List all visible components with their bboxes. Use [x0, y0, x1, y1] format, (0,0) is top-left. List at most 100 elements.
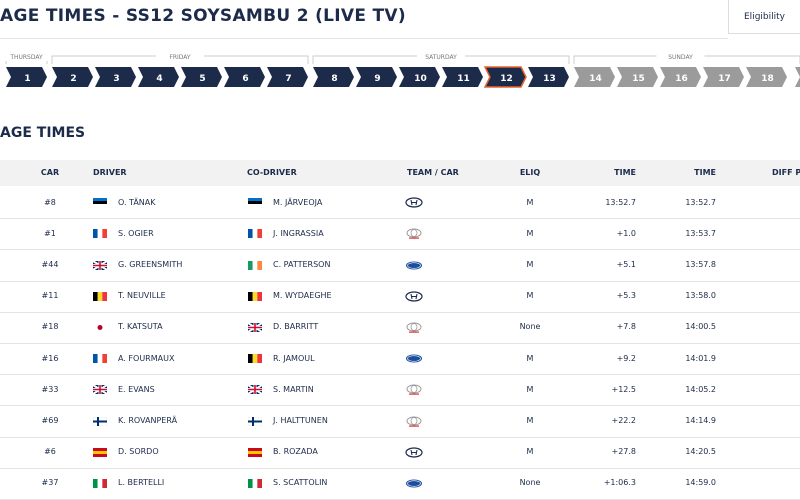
stage-time: +7.8	[616, 322, 636, 332]
stage-number[interactable]: 14	[589, 74, 602, 84]
flag-stripe	[248, 447, 262, 451]
stage-number[interactable]: 5	[199, 74, 205, 84]
day-label-bg	[156, 51, 204, 61]
flag-stripe	[252, 478, 258, 488]
co-driver-name: S. MARTIN	[273, 384, 314, 394]
flag-stripe	[248, 450, 262, 454]
stage-number[interactable]: 13	[543, 74, 556, 84]
stage-chevron	[660, 67, 701, 87]
driver-name: K. ROVANPERÄ	[118, 416, 178, 425]
stage-chevron	[617, 67, 658, 87]
eliq: None	[519, 322, 541, 332]
logo-oval	[405, 291, 423, 302]
eliq: M	[526, 260, 534, 269]
stage-number[interactable]: 7	[285, 74, 291, 84]
flag	[93, 416, 107, 426]
flag-stripe	[248, 453, 262, 457]
stage-number[interactable]: 8	[331, 74, 337, 84]
flag-stripe	[93, 229, 98, 239]
eliq: M	[526, 447, 534, 457]
eligibility-button[interactable]: Eligibility	[728, 0, 800, 34]
stage-time: +12.5	[611, 384, 636, 394]
day-label-bg	[2, 51, 51, 61]
co-driver-name: J. INGRASSIA	[273, 228, 324, 238]
flag	[248, 291, 262, 301]
driver-name: L. BERTELLI	[118, 478, 165, 488]
eliq: M	[526, 384, 534, 394]
logo-rim	[407, 480, 421, 487]
eliq: None	[519, 478, 541, 488]
team-logo	[405, 291, 423, 302]
flag	[93, 322, 107, 332]
column-header: CO-DRIVER	[247, 168, 297, 177]
driver-name: D. SORDO	[118, 447, 159, 457]
team-logo	[406, 384, 422, 395]
stage-chevron	[574, 67, 615, 87]
co-driver-name: R. JAMOUL	[273, 353, 315, 363]
stage-number[interactable]: 10	[414, 74, 427, 84]
flag	[93, 478, 107, 488]
flag-stripe	[93, 198, 107, 202]
stage-number[interactable]: 1	[24, 74, 30, 84]
flag-stripe	[93, 204, 107, 208]
stage-chevron	[313, 67, 354, 87]
column-header: DIFF PR	[772, 168, 800, 177]
day-label-bg	[656, 51, 705, 61]
flag-stripe	[248, 260, 253, 270]
flag-cross	[93, 416, 107, 426]
stage-chevron	[6, 67, 47, 87]
stage-chevron	[399, 67, 440, 87]
stage-chevron	[528, 67, 569, 87]
flag-stripe	[248, 204, 262, 208]
flag	[93, 260, 107, 270]
car-number: #16	[41, 353, 59, 363]
flag-stripe	[252, 260, 258, 270]
flag-stripe	[102, 291, 107, 301]
page-title: AGE TIMES - SS12 SOYSAMBU 2 (LIVE TV)	[0, 6, 406, 26]
flag	[248, 447, 262, 457]
row-divider	[0, 343, 800, 344]
stage-number[interactable]: 12	[500, 74, 513, 84]
stage-number[interactable]: 17	[718, 74, 731, 84]
flag-stripe	[93, 450, 107, 454]
team-logo	[406, 479, 422, 488]
driver-name: E. EVANS	[118, 384, 155, 394]
eliq: M	[526, 197, 534, 207]
flag-stripe	[102, 478, 107, 488]
car-number: #69	[41, 416, 59, 425]
car-number: #8	[44, 197, 56, 207]
stage-number[interactable]: 15	[632, 74, 645, 84]
stage-number[interactable]: 18	[761, 74, 774, 84]
stage-number[interactable]: 16	[675, 74, 688, 84]
stage-number[interactable]: 6	[242, 74, 248, 84]
driver-name: G. GREENSMITH	[118, 260, 183, 269]
car-number: #6	[44, 447, 56, 457]
team-logo	[406, 228, 422, 239]
eliq: M	[526, 291, 534, 301]
flag	[93, 354, 107, 364]
flag-cross	[248, 322, 262, 332]
flag	[248, 229, 262, 239]
stage-number[interactable]: 2	[70, 74, 76, 84]
stage-time: +22.2	[611, 416, 636, 425]
flag-stripe	[248, 291, 253, 301]
day-label: THURSDAY	[9, 54, 43, 61]
car-number: #33	[41, 384, 59, 394]
row-divider	[0, 405, 800, 406]
co-driver-name: C. PATTERSON	[273, 260, 331, 269]
flag-stripe	[93, 201, 107, 205]
stage-chevron	[224, 67, 265, 87]
logo-rim	[407, 261, 421, 269]
stage-number[interactable]: 11	[457, 74, 470, 84]
stage-number[interactable]: 4	[156, 74, 162, 84]
flag-stripe	[93, 354, 98, 364]
stage-number[interactable]: 9	[374, 74, 380, 84]
stage-number[interactable]: 3	[113, 74, 119, 84]
flag	[248, 198, 262, 208]
flag	[93, 385, 107, 395]
total-time: 13:53.7	[685, 228, 716, 238]
stage-time: +9.2	[616, 353, 636, 363]
logo-inner	[410, 229, 418, 238]
stage-chevron	[442, 67, 483, 87]
